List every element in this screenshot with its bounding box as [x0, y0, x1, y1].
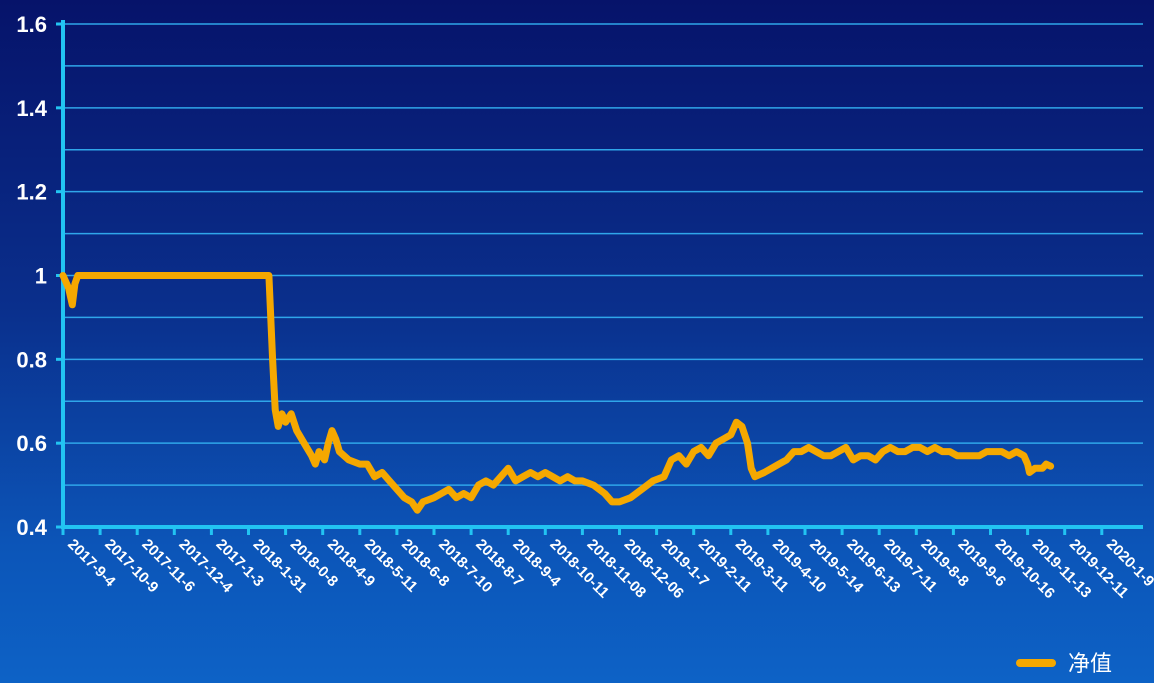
grid-lines — [63, 23, 1143, 486]
series-line-net-value — [59, 272, 1055, 514]
legend: 净值 — [1016, 652, 1112, 677]
x-axis-ticks: 2017-9-42017-10-92017-11-62017-12-42017-… — [61, 527, 1154, 602]
y-tick-label: 1.4 — [16, 96, 47, 121]
y-axis-ticks: 0.4 0.6 0.8 1 1.2 1.4 1.6 — [16, 12, 63, 540]
y-tick-label: 1 — [35, 264, 47, 289]
legend-label: 净值 — [1068, 652, 1112, 677]
y-tick-label: 0.6 — [16, 431, 47, 456]
y-tick-label: 1.2 — [16, 180, 47, 205]
y-tick-label: 0.4 — [16, 515, 47, 540]
y-tick-label: 1.6 — [16, 12, 47, 37]
y-tick-label: 0.8 — [16, 347, 47, 372]
